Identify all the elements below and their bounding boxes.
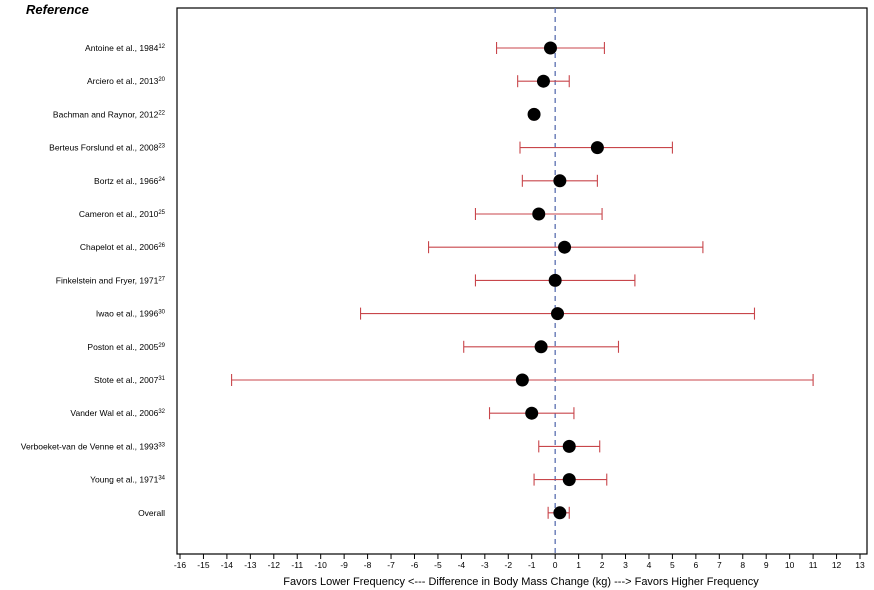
x-tick-label: -12 [268, 560, 281, 570]
study-label: Vander Wal et al., 200632 [70, 408, 165, 418]
x-tick-label: -8 [364, 560, 372, 570]
point-estimate [515, 373, 529, 387]
x-tick-label: -10 [315, 560, 328, 570]
study-label: Arciero et al., 201320 [87, 76, 166, 86]
x-tick-label: 1 [576, 560, 581, 570]
x-tick-label: 3 [623, 560, 628, 570]
chart-title: Reference [26, 2, 89, 17]
x-tick-label: -15 [197, 560, 210, 570]
study-label: Young et al., 197134 [90, 475, 166, 485]
study-label: Stote et al., 200731 [94, 375, 166, 385]
point-estimate [536, 74, 550, 88]
x-tick-label: 11 [809, 560, 818, 570]
study-label: Chapelot et al., 200626 [80, 242, 166, 252]
point-estimate [590, 141, 604, 155]
study-label: Poston et al., 200529 [87, 342, 165, 352]
study-label: Finkelstein and Fryer, 197127 [56, 275, 166, 285]
study-label: Antoine et al., 198412 [85, 43, 166, 53]
x-tick-label: 8 [740, 560, 745, 570]
point-estimate [553, 506, 567, 520]
x-tick-label: -7 [387, 560, 395, 570]
study-label: Bachman and Raynor, 201222 [53, 109, 166, 119]
x-tick-label: 10 [785, 560, 795, 570]
study-label: Bortz et al., 196624 [94, 176, 166, 186]
point-estimate [534, 340, 548, 354]
study-label: Cameron et al., 201025 [79, 209, 166, 219]
study-label: Verboeket-van de Venne et al., 199333 [21, 441, 166, 451]
point-estimate [551, 307, 565, 321]
x-axis-label: Favors Lower Frequency <--- Difference i… [283, 576, 759, 588]
x-tick-label: 2 [600, 560, 605, 570]
x-tick-label: -16 [174, 560, 187, 570]
point-estimate [548, 273, 562, 287]
x-tick-label: -14 [221, 560, 234, 570]
x-tick-label: -4 [458, 560, 466, 570]
point-estimate [553, 174, 567, 188]
point-estimate [543, 41, 557, 55]
point-estimate [562, 473, 576, 487]
x-tick-label: -6 [411, 560, 419, 570]
x-tick-label: 9 [764, 560, 769, 570]
x-tick-label: -5 [434, 560, 442, 570]
x-tick-label: 13 [855, 560, 865, 570]
study-label: Overall [138, 508, 165, 518]
point-estimate [562, 439, 576, 453]
x-tick-label: 6 [693, 560, 698, 570]
x-tick-label: 12 [832, 560, 842, 570]
point-estimate [525, 406, 539, 420]
x-tick-label: -2 [504, 560, 512, 570]
x-tick-label: -11 [291, 560, 303, 570]
x-tick-label: -1 [528, 560, 536, 570]
x-tick-label: -9 [340, 560, 348, 570]
x-tick-label: 7 [717, 560, 722, 570]
x-tick-label: -13 [244, 560, 257, 570]
x-tick-label: -3 [481, 560, 489, 570]
point-estimate [527, 107, 541, 121]
point-estimate [532, 207, 546, 221]
x-tick-label: 0 [553, 560, 558, 570]
point-estimate [558, 240, 572, 254]
study-label: Berteus Forslund et al., 200823 [49, 143, 165, 153]
x-tick-label: 4 [647, 560, 652, 570]
x-tick-label: 5 [670, 560, 675, 570]
study-label: Iwao et al., 199630 [96, 309, 166, 319]
plot-area [176, 7, 868, 555]
